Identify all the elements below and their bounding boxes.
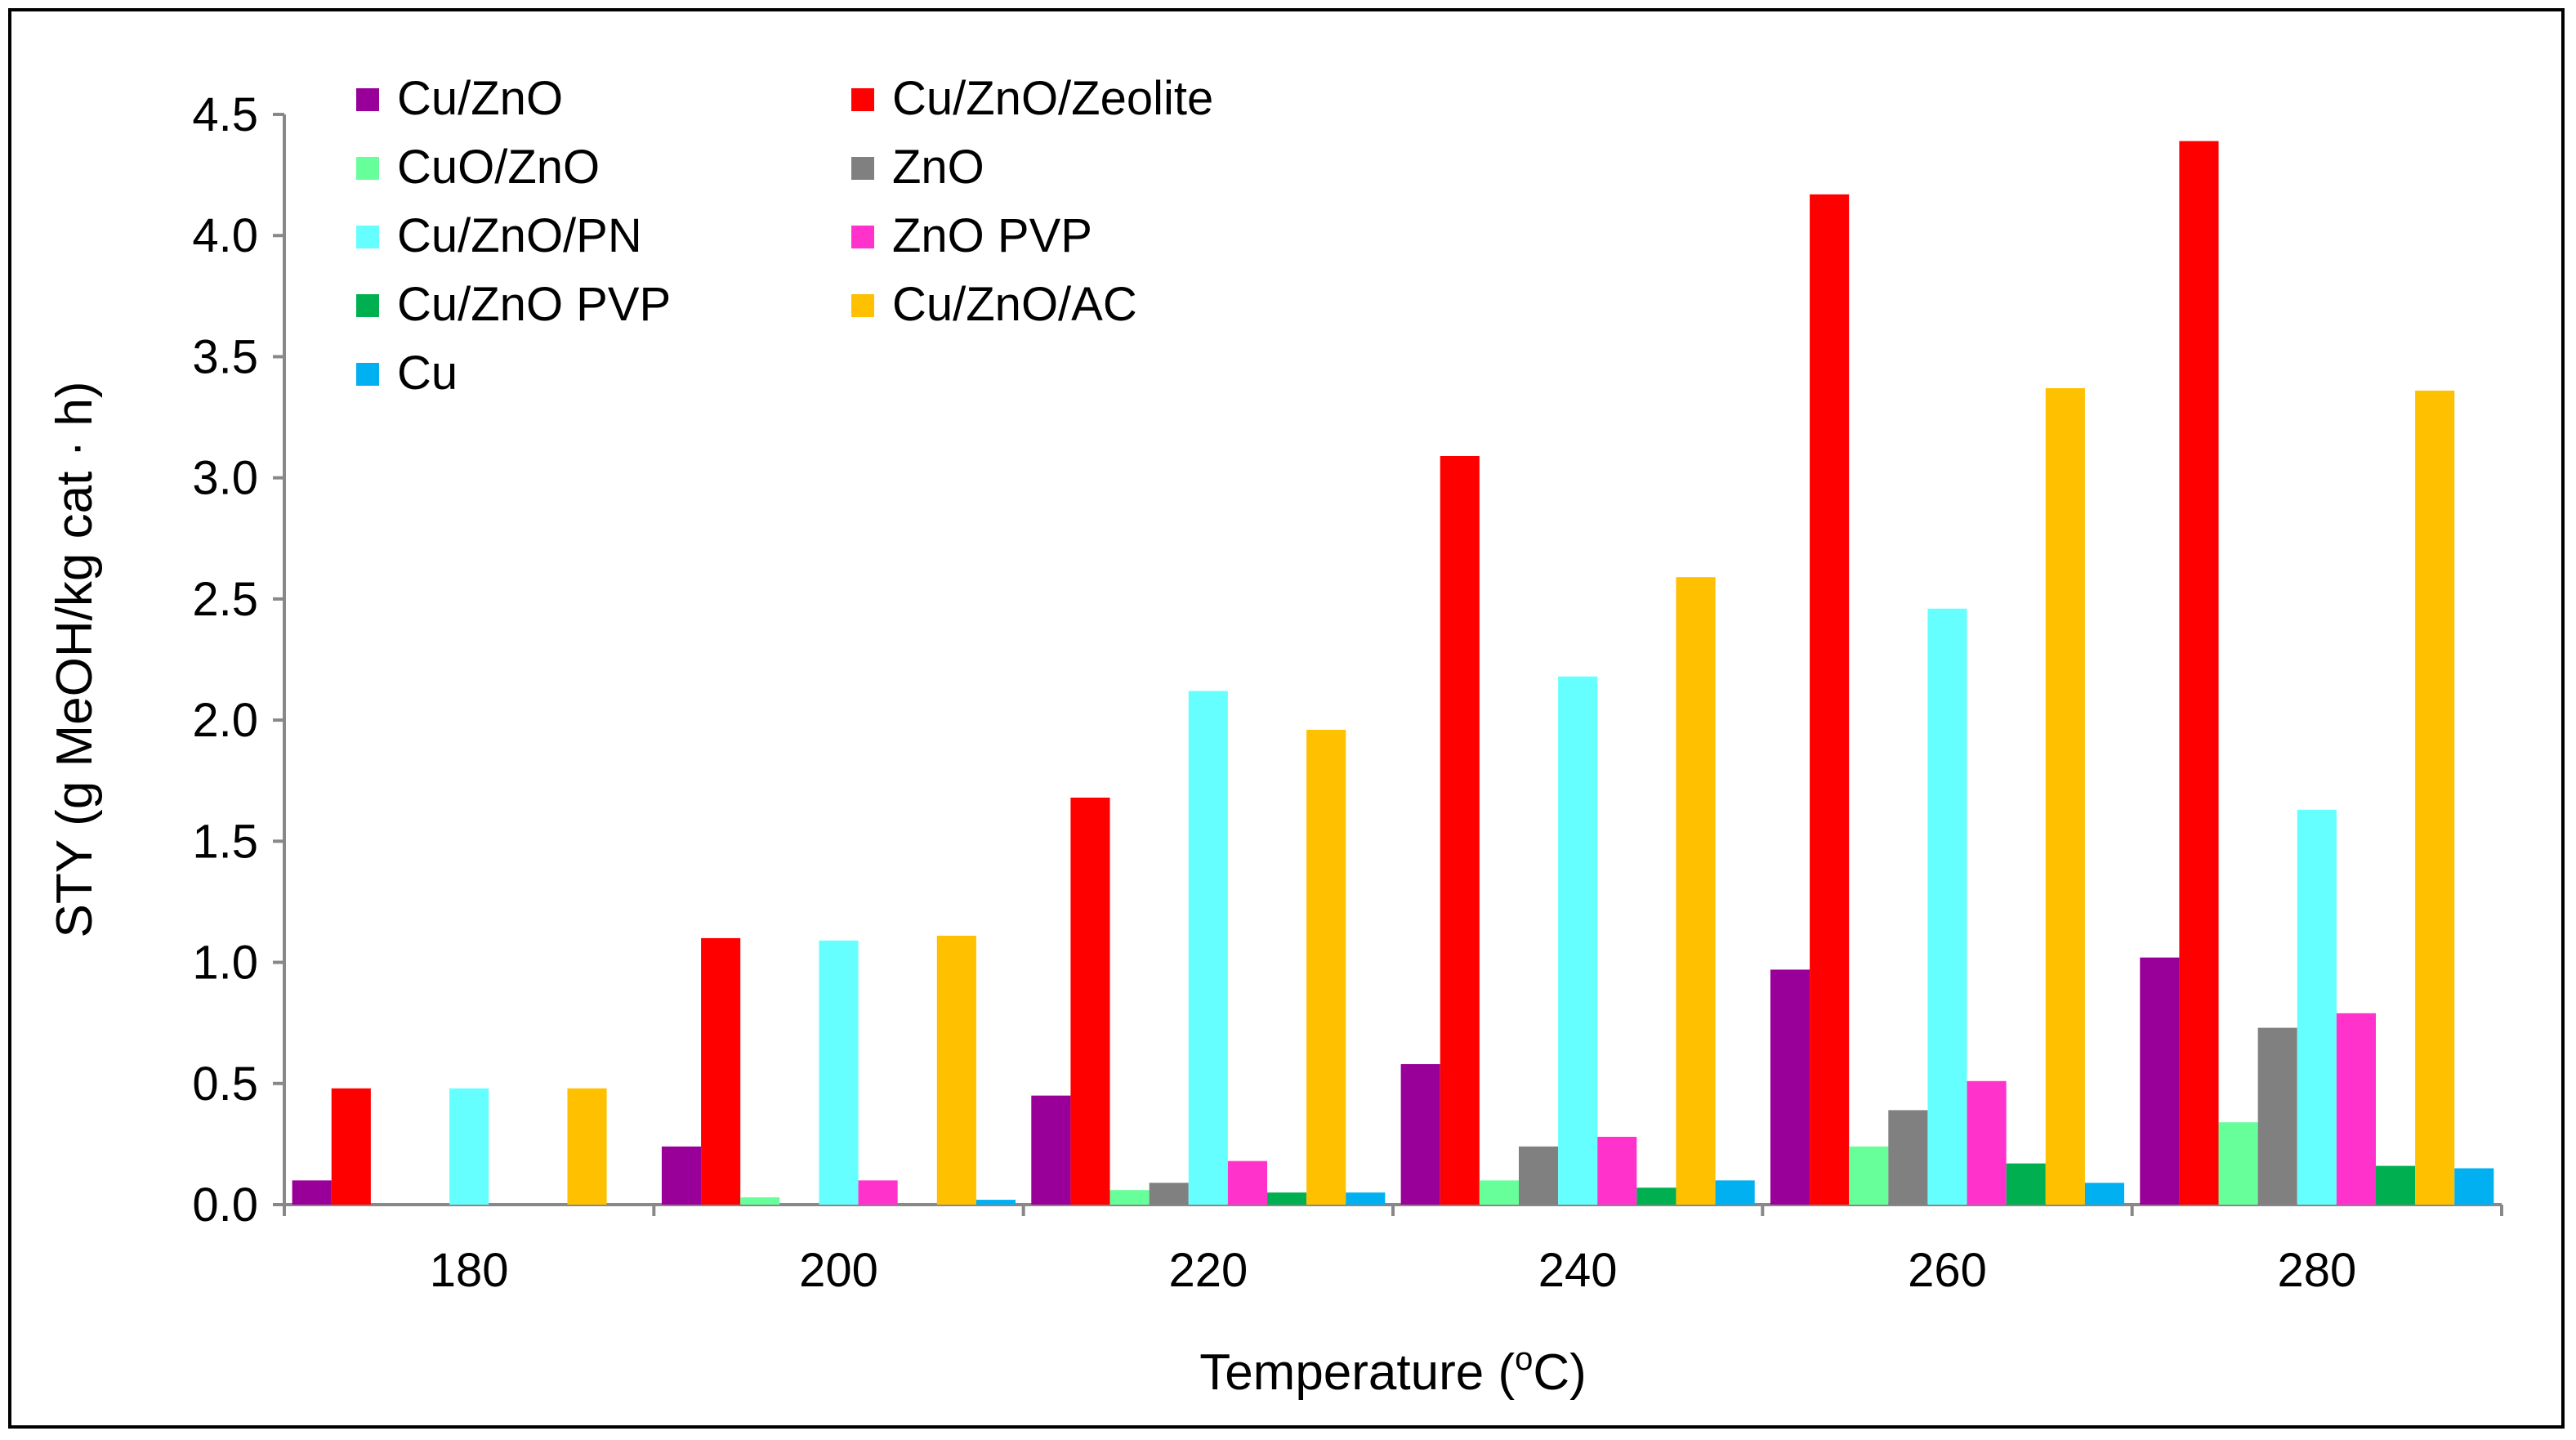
- bar-cu-200: [975, 1200, 1016, 1205]
- bar-cu-220: [1346, 1192, 1386, 1205]
- legend-swatch: [356, 226, 379, 248]
- bar-cu-zno-pn-260: [1927, 608, 1967, 1205]
- x-tick-label: 240: [1538, 1244, 1618, 1297]
- bar-cu-zno-280: [2140, 957, 2180, 1205]
- bars: [292, 141, 2494, 1205]
- bar-cu-zno-zeolite-220: [1070, 797, 1110, 1205]
- bar-cu-zno-pvp-220: [1267, 1192, 1307, 1205]
- bar-cu-280: [2454, 1168, 2494, 1205]
- bar-zno-280: [2257, 1027, 2297, 1205]
- x-axis-title-main: Temperature (: [1199, 1344, 1515, 1401]
- bar-cu-zno-zeolite-200: [701, 937, 741, 1205]
- bar-cu-260: [2084, 1183, 2125, 1205]
- chart-frame: [8, 8, 2565, 1429]
- y-tick-label: 1.5: [192, 815, 258, 868]
- legend-label: ZnO: [892, 141, 984, 194]
- y-tick-label: 2.0: [192, 694, 258, 747]
- bar-cu-zno-pn-240: [1558, 676, 1598, 1205]
- bar-zno-pvp-220: [1227, 1160, 1268, 1205]
- bar-cu-zno-pvp-240: [1636, 1187, 1676, 1205]
- bar-cu-zno-200: [661, 1146, 702, 1205]
- bar-cuo-zno-260: [1849, 1146, 1889, 1205]
- bar-zno-pvp-200: [858, 1180, 898, 1205]
- bar-cu-zno-pvp-280: [2376, 1165, 2416, 1205]
- bar-cu-zno-zeolite-260: [1810, 194, 1850, 1205]
- y-tick-label: 4.5: [192, 88, 258, 141]
- bar-cu-zno-pn-280: [2297, 809, 2337, 1205]
- bar-cu-zno-zeolite-280: [2179, 141, 2219, 1205]
- x-tick-label: 200: [799, 1244, 878, 1297]
- legend-label: Cu/ZnO: [397, 72, 563, 125]
- legend-swatch: [851, 226, 874, 248]
- bar-cu-zno-220: [1031, 1095, 1071, 1205]
- bar-cu-zno-pn-180: [449, 1088, 489, 1205]
- bar-cu-zno-zeolite-240: [1440, 455, 1480, 1205]
- y-tick-label: 1.0: [192, 937, 258, 990]
- bar-cu-zno-pvp-260: [2006, 1163, 2046, 1205]
- legend-label: Cu/ZnO/Zeolite: [892, 72, 1213, 125]
- bar-cuo-zno-240: [1479, 1180, 1519, 1205]
- bar-cu-zno-180: [292, 1180, 332, 1205]
- x-axis-title-sup: o: [1515, 1341, 1533, 1377]
- x-axis-title-tail: C): [1533, 1344, 1586, 1401]
- y-tick-label: 0.0: [192, 1178, 258, 1232]
- y-tick-label: 3.0: [192, 452, 258, 505]
- legend-swatch: [851, 88, 874, 111]
- legend-label: Cu: [397, 347, 458, 400]
- bar-cuo-zno-200: [740, 1197, 780, 1205]
- bar-cu-zno-240: [1400, 1064, 1440, 1205]
- x-tick-label: 220: [1168, 1244, 1248, 1297]
- legend-swatch: [851, 157, 874, 180]
- bar-cu-zno-pn-200: [819, 940, 859, 1205]
- bar-cu-zno-ac-260: [2045, 387, 2085, 1205]
- bar-zno-pvp-240: [1597, 1137, 1637, 1205]
- legend-label: CuO/ZnO: [397, 141, 600, 194]
- x-tick-label: 180: [430, 1244, 509, 1297]
- y-tick-label: 2.5: [192, 573, 258, 626]
- bar-zno-pvp-260: [1967, 1080, 2007, 1205]
- x-tick-label: 280: [2277, 1244, 2356, 1297]
- legend-label: Cu/ZnO/AC: [892, 278, 1137, 331]
- bar-zno-240: [1518, 1146, 1559, 1205]
- x-tick-labels: 180 200 220 240 260 280: [283, 1205, 2503, 1297]
- bar-cuo-zno-280: [2218, 1122, 2258, 1205]
- y-tick-label: 0.5: [192, 1058, 258, 1111]
- bar-cu-zno-ac-180: [567, 1088, 607, 1205]
- legend-swatch: [356, 294, 379, 317]
- bar-cu-240: [1715, 1180, 1755, 1205]
- bar-cu-zno-260: [1770, 969, 1810, 1205]
- legend-label: Cu/ZnO PVP: [397, 278, 671, 331]
- y-tick-labels: 0.0 0.5 1.0 1.5 2.0 2.5 3.0 3.5 4.0 4.5: [192, 88, 284, 1232]
- bar-cu-zno-ac-220: [1306, 729, 1346, 1205]
- bar-cuo-zno-220: [1109, 1190, 1150, 1205]
- y-tick-label: 4.0: [192, 209, 258, 262]
- legend-swatch: [851, 294, 874, 317]
- y-tick-label: 3.5: [192, 330, 258, 383]
- legend: Cu/ZnO Cu/ZnO/Zeolite CuO/ZnO ZnO Cu/ZnO/PN Z…: [356, 72, 1213, 400]
- bar-zno-220: [1149, 1183, 1189, 1205]
- legend-label: ZnO PVP: [892, 209, 1092, 262]
- y-axis-title: STY (g MeOH/kg cat · h): [47, 381, 103, 937]
- legend-swatch: [356, 157, 379, 180]
- bar-zno-pvp-280: [2336, 1013, 2377, 1205]
- legend-swatch: [356, 363, 379, 386]
- bar-cu-zno-ac-280: [2415, 390, 2455, 1205]
- bar-zno-260: [1888, 1110, 1928, 1205]
- bar-cu-zno-ac-240: [1676, 577, 1716, 1205]
- bar-cu-zno-zeolite-180: [331, 1088, 371, 1205]
- bar-cu-zno-ac-200: [936, 935, 976, 1205]
- legend-label: Cu/ZnO/PN: [397, 209, 642, 262]
- x-axis-title: Temperature (oC): [1199, 1341, 1587, 1401]
- x-tick-label: 260: [1908, 1244, 1987, 1297]
- legend-swatch: [356, 88, 379, 111]
- bar-cu-zno-pn-220: [1188, 691, 1228, 1205]
